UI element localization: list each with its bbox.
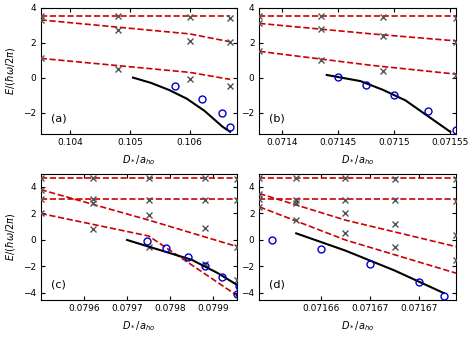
X-axis label: $D_*/a_{ho}$: $D_*/a_{ho}$ <box>341 319 374 333</box>
X-axis label: $D_*/a_{ho}$: $D_*/a_{ho}$ <box>341 153 374 167</box>
X-axis label: $D_*/a_{ho}$: $D_*/a_{ho}$ <box>122 153 155 167</box>
Text: (d): (d) <box>269 280 285 289</box>
Y-axis label: $E/(\hbar\omega/2\pi)$: $E/(\hbar\omega/2\pi)$ <box>4 213 17 261</box>
Text: (b): (b) <box>269 114 285 123</box>
Y-axis label: $E/(\hbar\omega/2\pi)$: $E/(\hbar\omega/2\pi)$ <box>4 47 17 95</box>
Text: (c): (c) <box>51 280 65 289</box>
Text: (a): (a) <box>51 114 66 123</box>
X-axis label: $D_*/a_{ho}$: $D_*/a_{ho}$ <box>122 319 155 333</box>
